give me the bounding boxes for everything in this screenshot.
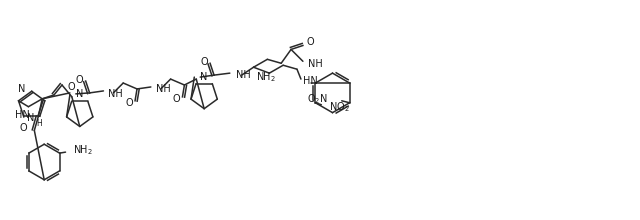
Text: H: H xyxy=(36,119,42,128)
Text: NH: NH xyxy=(308,59,323,69)
Text: O$_2$N: O$_2$N xyxy=(307,92,328,106)
Text: O: O xyxy=(307,37,314,47)
Text: O: O xyxy=(76,75,84,85)
Text: NH: NH xyxy=(108,89,123,99)
Text: O: O xyxy=(125,98,133,108)
Text: N: N xyxy=(26,113,34,123)
Text: NH$_2$: NH$_2$ xyxy=(74,143,93,157)
Text: N: N xyxy=(76,89,83,99)
Text: NO$_2$: NO$_2$ xyxy=(329,100,350,114)
Text: HN: HN xyxy=(15,110,29,120)
Text: O: O xyxy=(200,57,208,67)
Text: NH$_2$: NH$_2$ xyxy=(255,70,275,84)
Text: O: O xyxy=(20,123,28,134)
Text: N: N xyxy=(200,72,207,82)
Text: O: O xyxy=(68,82,76,92)
Text: NH: NH xyxy=(236,70,250,80)
Text: NH: NH xyxy=(156,84,170,94)
Text: N: N xyxy=(19,84,26,94)
Text: HN: HN xyxy=(303,76,317,86)
Text: O: O xyxy=(173,94,180,104)
